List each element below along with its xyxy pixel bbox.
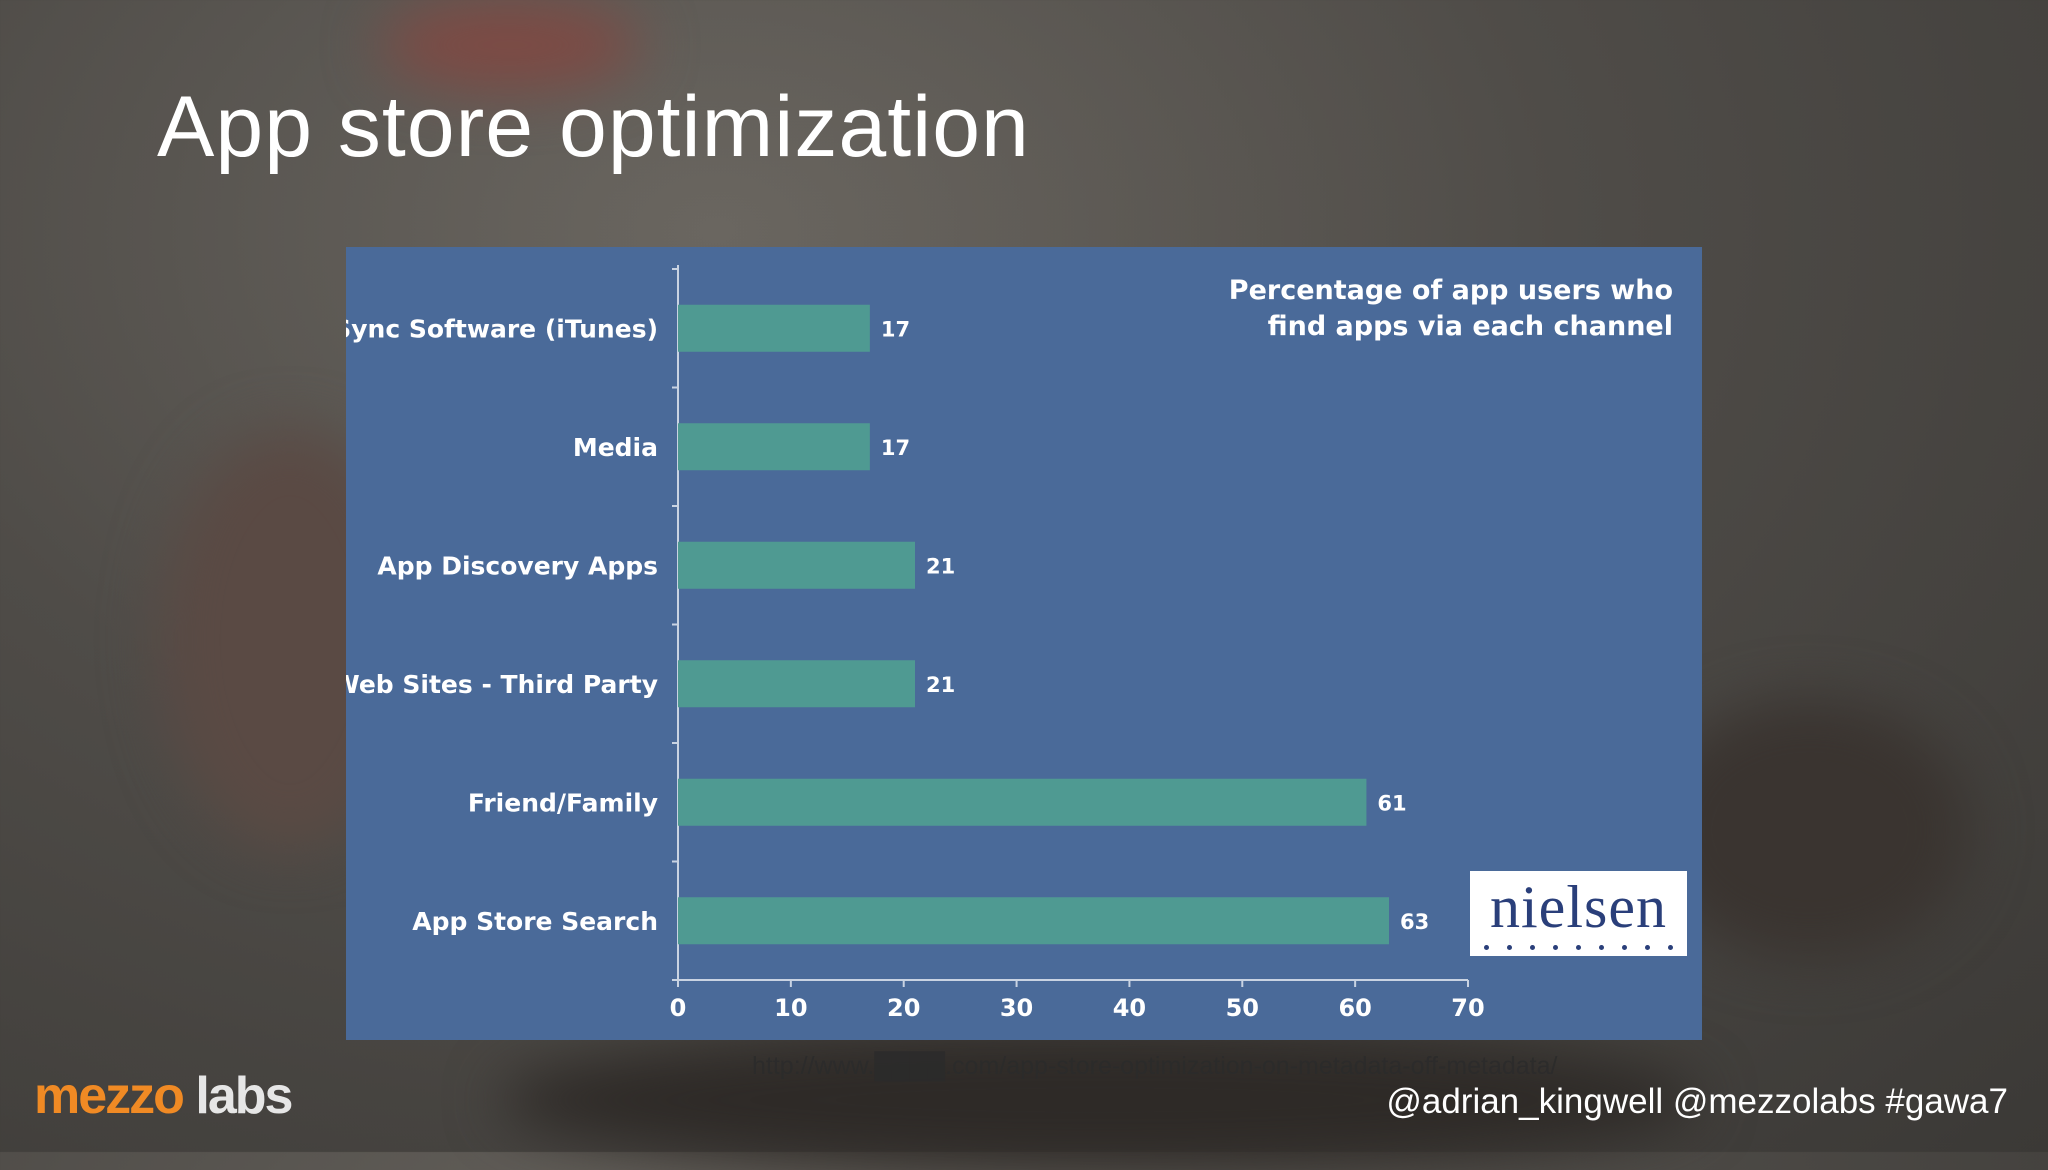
x-tick-label: 40 [1113, 994, 1146, 1022]
bar [678, 423, 870, 471]
nielsen-wordmark: nielsen [1490, 874, 1667, 940]
x-tick-label: 0 [670, 994, 687, 1022]
background-blob [380, 0, 640, 90]
x-tick-label: 30 [1000, 994, 1033, 1022]
chart-title-line: Percentage of app users who [1229, 275, 1673, 306]
nielsen-logo: nielsen [1470, 871, 1687, 956]
bar [678, 541, 915, 589]
x-tick-label: 20 [887, 994, 920, 1022]
logo-part-1: mez [34, 1067, 131, 1125]
x-tick-label: 50 [1226, 994, 1259, 1022]
category-label: Media [573, 433, 658, 462]
chart-title-line: find apps via each channel [1268, 311, 1673, 342]
value-label: 21 [926, 673, 955, 697]
x-tick-label: 10 [774, 994, 807, 1022]
bar-chart: Percentage of app users who find apps via… [346, 265, 1673, 1022]
chart-panel: Percentage of app users who find apps via… [346, 247, 1702, 1040]
value-label: 17 [881, 436, 910, 460]
value-label: 17 [881, 317, 910, 341]
bar [678, 660, 915, 708]
value-label: 61 [1377, 791, 1406, 815]
category-label: Sync Software (iTunes) [346, 314, 658, 343]
background-blob [1650, 700, 1970, 960]
category-label: Web Sites - Third Party [346, 670, 658, 699]
category-label: Friend/Family [468, 788, 658, 817]
category-label: App Discovery Apps [377, 551, 658, 580]
bar [678, 304, 870, 352]
logo-part-3: labs [182, 1067, 293, 1125]
background-blob [500, 1030, 1700, 1170]
slide-title: App store optimization [157, 79, 1030, 175]
logo-part-2: zo [129, 1067, 185, 1125]
value-label: 21 [926, 554, 955, 578]
source-url: http://www.████.com/app-store-optimizati… [752, 1052, 1558, 1080]
bar [678, 897, 1389, 945]
x-tick-label: 60 [1338, 994, 1371, 1022]
category-label: App Store Search [412, 907, 658, 936]
bar [678, 778, 1367, 826]
x-tick-label: 70 [1451, 994, 1484, 1022]
social-handles: @adrian_kingwell @mezzolabs #gawa7 [1386, 1082, 2008, 1121]
mezzo-labs-logo: mezzo labs [34, 1066, 293, 1126]
value-label: 63 [1400, 910, 1429, 934]
nielsen-dots [1484, 945, 1673, 950]
